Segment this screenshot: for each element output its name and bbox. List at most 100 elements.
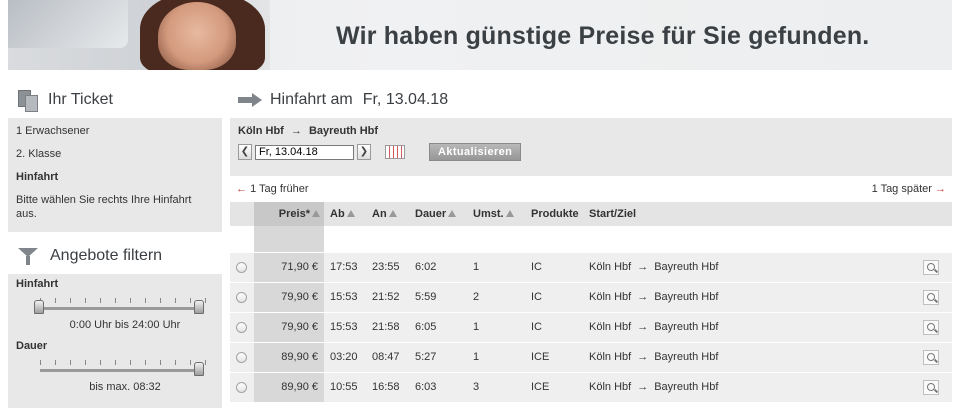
filter-duration-label: Dauer — [16, 340, 48, 352]
update-button[interactable]: Aktualisieren — [429, 143, 522, 161]
route-arrow-icon: → — [637, 351, 649, 363]
row-departure: 10:55 — [324, 372, 366, 403]
row-changes: 1 — [467, 252, 525, 283]
duration-slider-handle[interactable] — [194, 362, 204, 376]
earlier-day-label: 1 Tag früher — [250, 183, 309, 195]
banner-photo — [8, 0, 270, 70]
select-radio[interactable] — [236, 321, 247, 333]
header-select — [230, 202, 254, 226]
row-departure: 17:53 — [324, 252, 366, 283]
row-departure: 15:53 — [324, 312, 366, 343]
departure-slider-max-handle[interactable] — [194, 300, 204, 314]
row-arrival: 23:55 — [366, 252, 409, 283]
duration-max-text: bis max. 08:32 — [89, 381, 161, 393]
route-to: Bayreuth Hbf — [308, 125, 379, 137]
row-route: Köln Hbf → Bayreuth Hbf — [583, 312, 917, 343]
filter-title: Angebote filtern — [50, 247, 163, 264]
row-route: Köln Hbf → Bayreuth Hbf — [583, 282, 917, 313]
table-row[interactable]: 89,90 € 03:20 08:47 5:27 1 ICE Köln Hbf →… — [230, 342, 952, 373]
sort-icon — [388, 210, 397, 217]
sort-icon — [505, 210, 514, 217]
magnifier-icon[interactable] — [923, 349, 939, 365]
row-departure: 03:20 — [324, 342, 366, 373]
header-products: Produkte — [525, 202, 583, 226]
row-price: 71,90 € — [254, 252, 324, 283]
header-arrival[interactable]: An — [366, 202, 409, 226]
row-products: ICE — [525, 372, 583, 403]
row-changes: 1 — [467, 312, 525, 343]
select-radio[interactable] — [236, 351, 247, 363]
magnifier-icon[interactable] — [923, 379, 939, 395]
ticket-section-title: Ihr Ticket — [8, 82, 222, 118]
journey-date: Fr, 13.04.18 — [362, 91, 449, 108]
next-day-button[interactable]: ❯ — [357, 144, 371, 160]
calendar-icon[interactable] — [385, 145, 405, 159]
magnifier-icon[interactable] — [923, 259, 939, 275]
table-row[interactable]: 79,90 € 15:53 21:52 5:59 2 IC Köln Hbf → B… — [230, 282, 952, 313]
sort-icon — [448, 210, 457, 217]
route-arrow-icon: → — [637, 381, 649, 393]
table-row[interactable]: 71,90 € 17:53 23:55 6:02 1 IC Köln Hbf → B… — [230, 252, 952, 283]
table-row[interactable]: 89,90 € 10:55 16:58 6:03 3 ICE Köln Hbf →… — [230, 372, 952, 403]
row-duration: 6:03 — [409, 372, 467, 403]
header-price[interactable]: Preis* — [254, 202, 324, 226]
row-price: 79,90 € — [254, 282, 324, 313]
search-panel: Köln Hbf → Bayreuth Hbf ❮ ❯ Aktualisiere… — [230, 118, 952, 176]
row-products: IC — [525, 252, 583, 283]
magnifier-icon[interactable] — [923, 319, 939, 335]
select-radio[interactable] — [236, 261, 247, 273]
main-content: Hinfahrt am Fr, 13.04.18 Köln Hbf → Bayr… — [230, 82, 952, 403]
arrow-left-icon: ← — [236, 183, 247, 195]
sort-icon — [312, 210, 320, 217]
header-changes[interactable]: Umst. — [467, 202, 525, 226]
row-duration: 5:59 — [409, 282, 467, 313]
select-radio[interactable] — [236, 291, 247, 303]
date-input[interactable] — [255, 144, 354, 160]
route-arrow-icon: → — [637, 321, 649, 333]
header-route: Start/Ziel — [583, 202, 917, 226]
ticket-icon — [18, 90, 38, 112]
select-radio[interactable] — [236, 381, 247, 393]
row-duration: 6:02 — [409, 252, 467, 283]
header-details — [917, 202, 952, 226]
header-duration[interactable]: Dauer — [409, 202, 467, 226]
filter-icon — [18, 246, 38, 266]
header-departure[interactable]: Ab — [324, 202, 366, 226]
journey-title: Hinfahrt am — [270, 91, 353, 108]
duration-slider[interactable] — [36, 356, 206, 378]
row-route: Köln Hbf → Bayreuth Hbf — [583, 342, 917, 373]
row-arrival: 16:58 — [366, 372, 409, 403]
route-from: Köln Hbf — [238, 125, 284, 137]
later-day-link[interactable]: 1 Tag später → — [872, 183, 946, 195]
journey-heading: Hinfahrt am Fr, 13.04.18 — [230, 82, 952, 118]
row-changes: 2 — [467, 282, 525, 313]
row-duration: 6:05 — [409, 312, 467, 343]
route-summary: Köln Hbf → Bayreuth Hbf — [238, 124, 944, 142]
left-sidebar: Ihr Ticket 1 Erwachsener 2. Klasse Hinfa… — [8, 82, 222, 408]
row-products: ICE — [525, 342, 583, 373]
departure-slider[interactable] — [34, 294, 206, 316]
promo-banner: Wir haben günstige Preise für Sie gefund… — [8, 0, 952, 70]
row-price: 89,90 € — [254, 372, 324, 403]
row-changes: 3 — [467, 372, 525, 403]
ticket-passengers: 1 Erwachsener — [16, 125, 90, 137]
row-products: IC — [525, 282, 583, 313]
departure-slider-min-handle[interactable] — [34, 300, 44, 314]
row-departure: 15:53 — [324, 282, 366, 313]
previous-day-button[interactable]: ❮ — [238, 144, 252, 160]
row-route: Köln Hbf → Bayreuth Hbf — [583, 252, 917, 283]
row-price: 89,90 € — [254, 342, 324, 373]
day-paging: ← 1 Tag früher 1 Tag später → — [230, 176, 952, 202]
earlier-day-link[interactable]: ← 1 Tag früher — [236, 183, 309, 195]
arrow-right-icon — [238, 93, 262, 107]
magnifier-icon[interactable] — [923, 289, 939, 305]
route-arrow-icon: → — [637, 261, 649, 273]
banner-slogan: Wir haben günstige Preise für Sie gefund… — [336, 22, 870, 50]
row-route: Köln Hbf → Bayreuth Hbf — [583, 372, 917, 403]
connections-table: Preis* Ab An Dauer Umst. Produkte Start/… — [230, 202, 952, 403]
table-row[interactable]: 79,90 € 15:53 21:58 6:05 1 IC Köln Hbf → B… — [230, 312, 952, 343]
ticket-title: Ihr Ticket — [48, 91, 113, 108]
row-duration: 5:27 — [409, 342, 467, 373]
row-arrival: 21:58 — [366, 312, 409, 343]
row-arrival: 08:47 — [366, 342, 409, 373]
